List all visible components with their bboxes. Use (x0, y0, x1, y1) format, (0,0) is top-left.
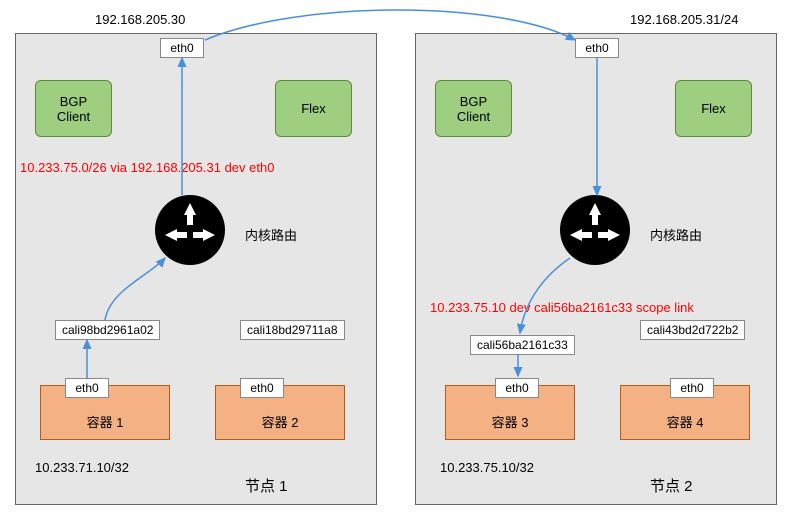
container-2-eth: eth0 (240, 378, 284, 398)
node1-ip-top: 192.168.205.30 (95, 12, 185, 27)
node1-bgp-box: BGP Client (35, 80, 112, 137)
node1-eth-top: eth0 (160, 38, 204, 58)
node2-eth-top: eth0 (575, 38, 619, 58)
node2-flex-box: Flex (675, 80, 752, 137)
container-1-eth: eth0 (65, 378, 109, 398)
container-4-label: 容器 4 (667, 412, 704, 431)
node2-bgp-label: BGP Client (457, 94, 490, 124)
container-1-label: 容器 1 (87, 412, 124, 431)
node2-bgp-box: BGP Client (435, 80, 512, 137)
container-4-eth: eth0 (670, 378, 714, 398)
container-3-label: 容器 3 (492, 412, 529, 431)
node2-router (560, 195, 630, 265)
node1-route-text: 10.233.75.0/26 via 192.168.205.31 dev et… (20, 160, 274, 175)
container-3-eth: eth0 (495, 378, 539, 398)
node1-flex-label: Flex (301, 101, 326, 116)
node1-cali-right: cali18bd29711a8 (240, 320, 345, 340)
node2-cali-right: cali43bd2d722b2 (640, 320, 745, 340)
node2-ip-bottom: 10.233.75.10/32 (440, 460, 534, 475)
node1-bgp-label: BGP Client (57, 94, 90, 124)
container-2-label: 容器 2 (262, 412, 299, 431)
node2-route-text: 10.233.75.10 dev cali56ba2161c33 scope l… (430, 300, 694, 315)
node1-cali-left: cali98bd2961a02 (55, 320, 160, 340)
node1-flex-box: Flex (275, 80, 352, 137)
node1-label: 节点 1 (245, 475, 288, 496)
node1-router (155, 195, 225, 265)
node2-cali-left: cali56ba2161c33 (470, 335, 575, 355)
node2-router-label: 内核路由 (650, 225, 702, 244)
node2-ip-top: 192.168.205.31/24 (630, 12, 738, 27)
node2-flex-label: Flex (701, 101, 726, 116)
node2-label: 节点 2 (650, 475, 693, 496)
node1-router-label: 内核路由 (245, 225, 297, 244)
node1-ip-bottom: 10.233.71.10/32 (35, 460, 129, 475)
